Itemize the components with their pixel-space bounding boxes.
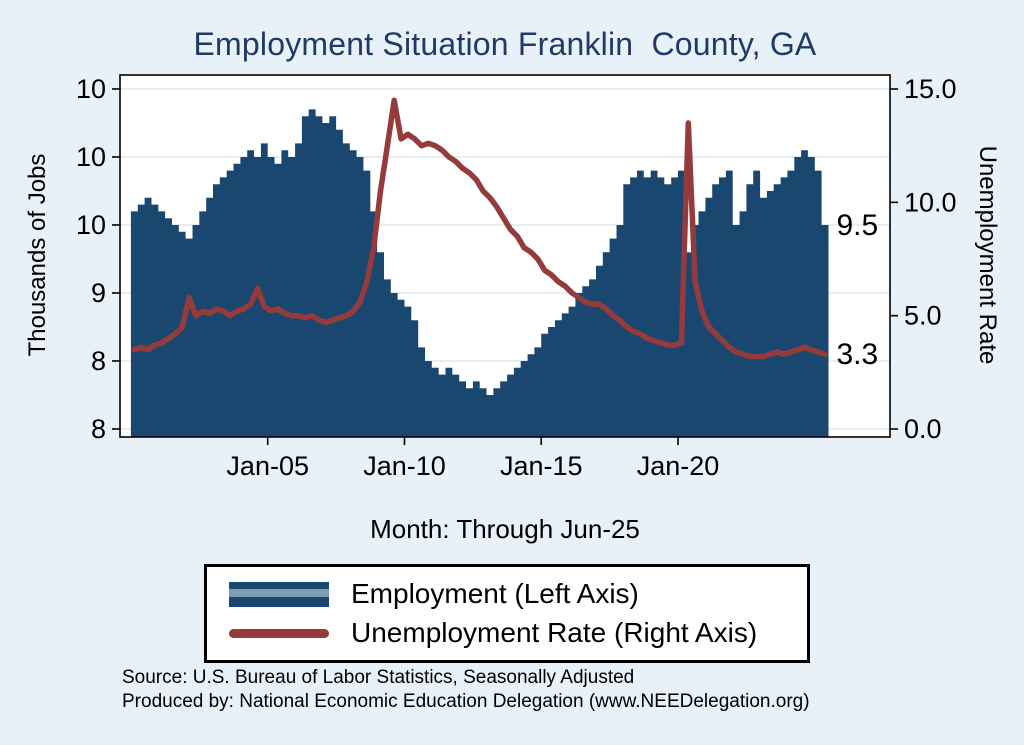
left-tick-label: 9	[91, 278, 106, 308]
right-tick-label: 0.0	[904, 414, 942, 444]
x-tick-label: Jan-20	[637, 451, 720, 481]
right-tick-label: 15.0	[904, 74, 957, 104]
right-tick-label: 10.0	[904, 187, 957, 217]
unemployment-line-swatch-icon	[229, 628, 329, 638]
left-tick-label: 8	[91, 346, 106, 376]
chart-title: Employment Situation Franklin County, GA	[193, 26, 817, 62]
employment-area-series	[130, 109, 829, 438]
employment-area-swatch-stripe	[229, 588, 329, 597]
x-tick-label: Jan-10	[363, 451, 446, 481]
end-value-label: 3.3	[836, 338, 878, 371]
x-axis-title: Month: Through Jun-25	[370, 514, 640, 544]
left-tick-label: 10	[76, 74, 106, 104]
x-tick-label: Jan-15	[500, 451, 583, 481]
legend-label-employment: Employment (Left Axis)	[351, 578, 639, 609]
produced-by-line: Produced by: National Economic Education…	[122, 691, 810, 713]
end-value-label: 9.5	[836, 209, 878, 242]
legend-item-unemployment: Unemployment Rate (Right Axis)	[229, 615, 797, 651]
legend: Employment (Left Axis) Unemployment Rate…	[204, 564, 810, 663]
left-tick-label: 8	[91, 414, 106, 444]
legend-item-employment: Employment (Left Axis)	[229, 576, 797, 612]
x-tick-label: Jan-05	[226, 451, 309, 481]
left-tick-label: 10	[76, 210, 106, 240]
footer: Source: U.S. Bureau of Labor Statistics,…	[122, 666, 810, 715]
source-line: Source: U.S. Bureau of Labor Statistics,…	[122, 667, 635, 688]
employment-area-swatch-icon	[229, 581, 329, 607]
right-tick-label: 5.0	[904, 301, 942, 331]
legend-label-unemployment: Unemployment Rate (Right Axis)	[351, 617, 758, 648]
left-tick-label: 10	[76, 142, 106, 172]
plot-border	[119, 74, 891, 438]
unemployment-line-series	[131, 97, 828, 360]
